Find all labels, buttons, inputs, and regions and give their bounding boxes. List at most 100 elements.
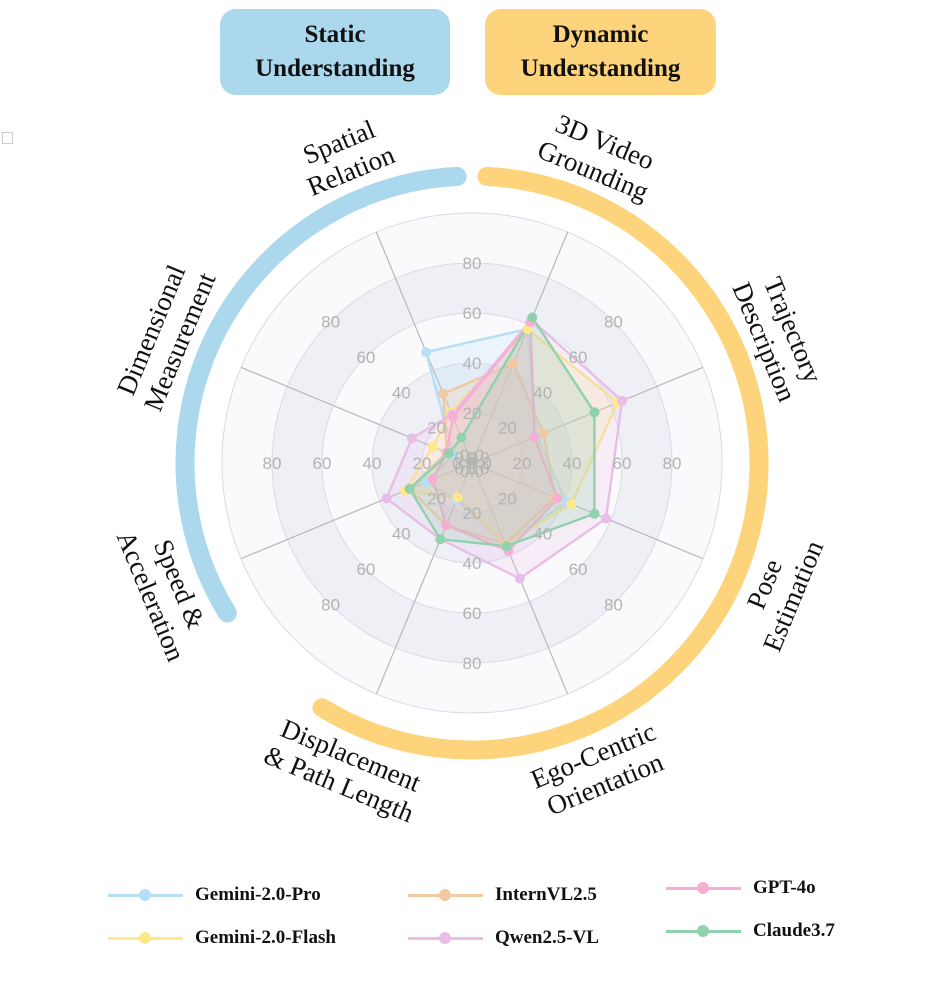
tick-label: 40 [533, 525, 552, 544]
series-point [447, 411, 458, 422]
series-point [501, 541, 512, 552]
legend-item: Qwen2.5-VL [408, 927, 599, 949]
legend-swatch [108, 888, 183, 902]
series-point [421, 347, 432, 358]
tick-label: 20 [463, 504, 482, 523]
legend-label: Claude3.7 [753, 920, 835, 941]
legend-item: Gemini-2.0-Flash [108, 927, 336, 949]
series-point [600, 513, 611, 524]
series-point [438, 388, 449, 399]
series-point [452, 492, 463, 503]
tick-label: 60 [569, 560, 588, 579]
dynamic-badge-line2: Understanding [520, 55, 681, 82]
dynamic-arc [312, 166, 769, 760]
tick-label: 20 [513, 454, 532, 473]
series-point [406, 433, 417, 444]
series-point [427, 441, 438, 452]
tick-label: 0.0 [452, 454, 476, 473]
series-point [404, 483, 415, 494]
tick-label: 0.0 [468, 454, 492, 473]
tick-label: 40 [392, 525, 411, 544]
series-point [527, 312, 538, 323]
series-point [456, 432, 467, 443]
legend-swatch [108, 931, 183, 945]
series-point [514, 573, 525, 584]
tick-label: 20 [498, 489, 517, 508]
series-point [538, 428, 549, 439]
series-point [529, 432, 540, 443]
tick-label: 60 [463, 604, 482, 623]
legend-label: Gemini-2.0-Pro [195, 884, 321, 905]
tick-label: 0.0 [460, 446, 484, 465]
tick-label: 80 [604, 313, 623, 332]
legend-label: Qwen2.5-VL [495, 927, 599, 948]
legend-item: InternVL2.5 [408, 884, 597, 906]
radar-series [381, 312, 628, 584]
tick-label: 40 [463, 554, 482, 573]
static-badge-line2: Understanding [255, 55, 415, 82]
tick-label: 80 [604, 595, 623, 614]
series-point [508, 358, 519, 369]
legend-label: InternVL2.5 [495, 884, 597, 905]
static-arc [175, 166, 467, 623]
group-arcs [175, 166, 769, 760]
tick-label: 80 [463, 654, 482, 673]
tick-label: 80 [321, 313, 340, 332]
tick-label: 80 [321, 595, 340, 614]
tick-label: 0.0 [466, 460, 490, 479]
tick-label: 40 [463, 354, 482, 373]
series-point [552, 493, 563, 504]
tick-label: 0.0 [460, 462, 484, 481]
tick-label: 0.0 [466, 448, 490, 467]
radar-spoke [471, 462, 704, 560]
series-point [441, 520, 452, 531]
tick-label: 60 [356, 348, 375, 367]
tick-label: 60 [463, 304, 482, 323]
tick-label: 80 [263, 454, 282, 473]
legend-swatch [666, 881, 741, 895]
series-point [381, 493, 392, 504]
series-point [443, 448, 454, 459]
legend-swatch [408, 931, 483, 945]
tick-label: 80 [463, 254, 482, 273]
dynamic-understanding-badge: Dynamic Understanding [485, 9, 716, 95]
legend-item: Gemini-2.0-Pro [108, 884, 321, 906]
tick-label: 20 [427, 419, 446, 438]
tick-label: 0.0 [455, 448, 479, 467]
tick-label: 20 [427, 489, 446, 508]
tick-label: 20 [498, 419, 517, 438]
dynamic-badge-line1: Dynamic [552, 21, 649, 48]
legend-label: GPT-4o [753, 877, 816, 898]
tick-label: 40 [563, 454, 582, 473]
tick-label: 40 [363, 454, 382, 473]
tick-label: 60 [313, 454, 332, 473]
static-badge-line1: Static [304, 21, 366, 48]
corner-box [2, 132, 13, 144]
radar-spoke [471, 366, 704, 464]
series-point [566, 499, 577, 510]
tick-label: 40 [392, 383, 411, 402]
tick-label: 20 [413, 454, 432, 473]
series-point [435, 534, 446, 545]
static-understanding-badge: Static Understanding [220, 9, 450, 95]
radar-spoke [375, 231, 473, 464]
tick-label: 60 [356, 560, 375, 579]
legend-item: Claude3.7 [666, 920, 835, 942]
series-point [589, 407, 600, 418]
tick-label: 20 [463, 404, 482, 423]
tick-label: 0.0 [455, 460, 479, 479]
radar-tick-labels: 0.0 20 40 60 80 0.0 20 40 60 80 0.0 20 40 60 80 0.0 20 40… [263, 254, 682, 673]
series-point [427, 474, 438, 485]
series-point [589, 508, 600, 519]
series-point [617, 395, 628, 406]
radar-spoke [471, 231, 569, 464]
tick-label: 60 [613, 454, 632, 473]
legend-label: Gemini-2.0-Flash [195, 927, 336, 948]
legend-swatch [666, 924, 741, 938]
tick-label: 80 [663, 454, 682, 473]
tick-label: 60 [569, 348, 588, 367]
tick-label: 40 [533, 383, 552, 402]
legend-item: GPT-4o [666, 877, 816, 899]
legend-swatch [408, 888, 483, 902]
